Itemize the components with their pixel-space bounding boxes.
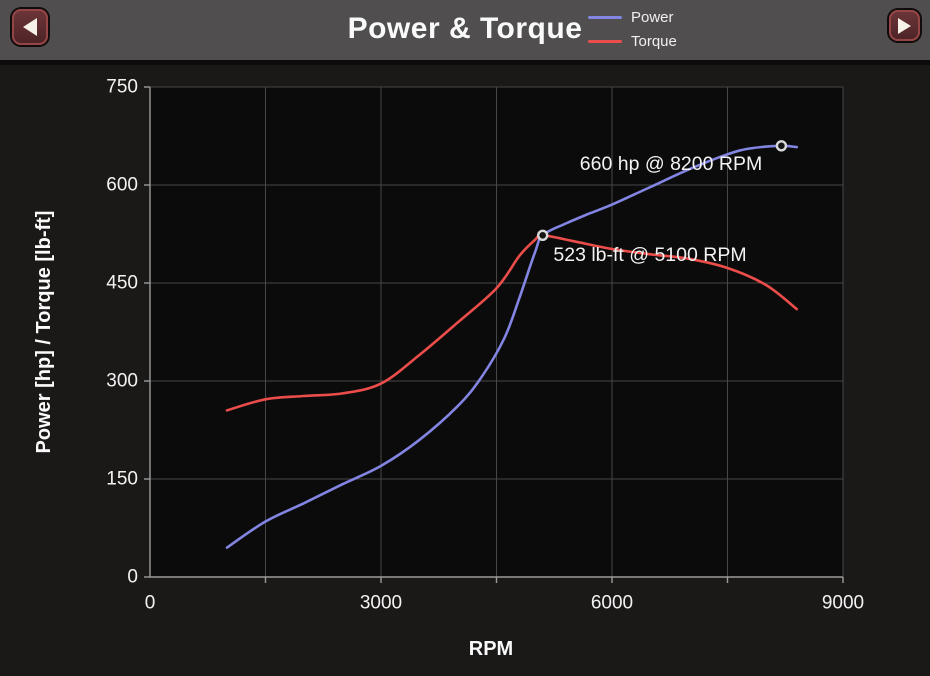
- y-axis-title: Power [hp] / Torque [lb-ft]: [33, 211, 55, 454]
- legend-item-power: Power: [588, 8, 677, 26]
- series-line-power: [225, 144, 799, 549]
- x-tick-label: 6000: [591, 593, 633, 614]
- y-tick-label: 750: [106, 77, 138, 98]
- x-tick-label: 0: [145, 593, 156, 614]
- legend-item-torque: Torque: [588, 32, 677, 50]
- x-axis-title: RPM: [469, 638, 513, 660]
- legend-label-power: Power: [631, 8, 674, 26]
- next-page-button[interactable]: [889, 10, 920, 41]
- y-tick-label: 450: [106, 273, 138, 294]
- peak-annotation: 523 lb-ft @ 5100 RPM: [553, 244, 746, 266]
- power-line-swatch: [588, 15, 622, 19]
- y-tick-label: 150: [106, 469, 138, 490]
- x-tick-label: 3000: [360, 593, 402, 614]
- previous-page-button[interactable]: [12, 9, 48, 45]
- page-title: Power & Torque: [347, 12, 583, 45]
- peak-marker: [775, 140, 788, 152]
- app-header: Power & Torque Power Torque: [0, 0, 930, 65]
- y-tick-label: 0: [127, 567, 138, 588]
- series-line-torque: [225, 233, 799, 412]
- right-arrow-icon: [898, 17, 911, 34]
- x-tick-label: 9000: [822, 593, 864, 614]
- y-tick-label: 300: [106, 371, 138, 392]
- peak-annotation: 660 hp @ 8200 RPM: [580, 153, 762, 175]
- left-arrow-icon: [23, 18, 37, 36]
- y-tick-label: 600: [106, 175, 138, 196]
- legend-label-torque: Torque: [631, 32, 677, 50]
- chart-legend: Power Torque: [588, 8, 677, 50]
- torque-line-swatch: [588, 39, 622, 43]
- peak-marker: [537, 229, 549, 242]
